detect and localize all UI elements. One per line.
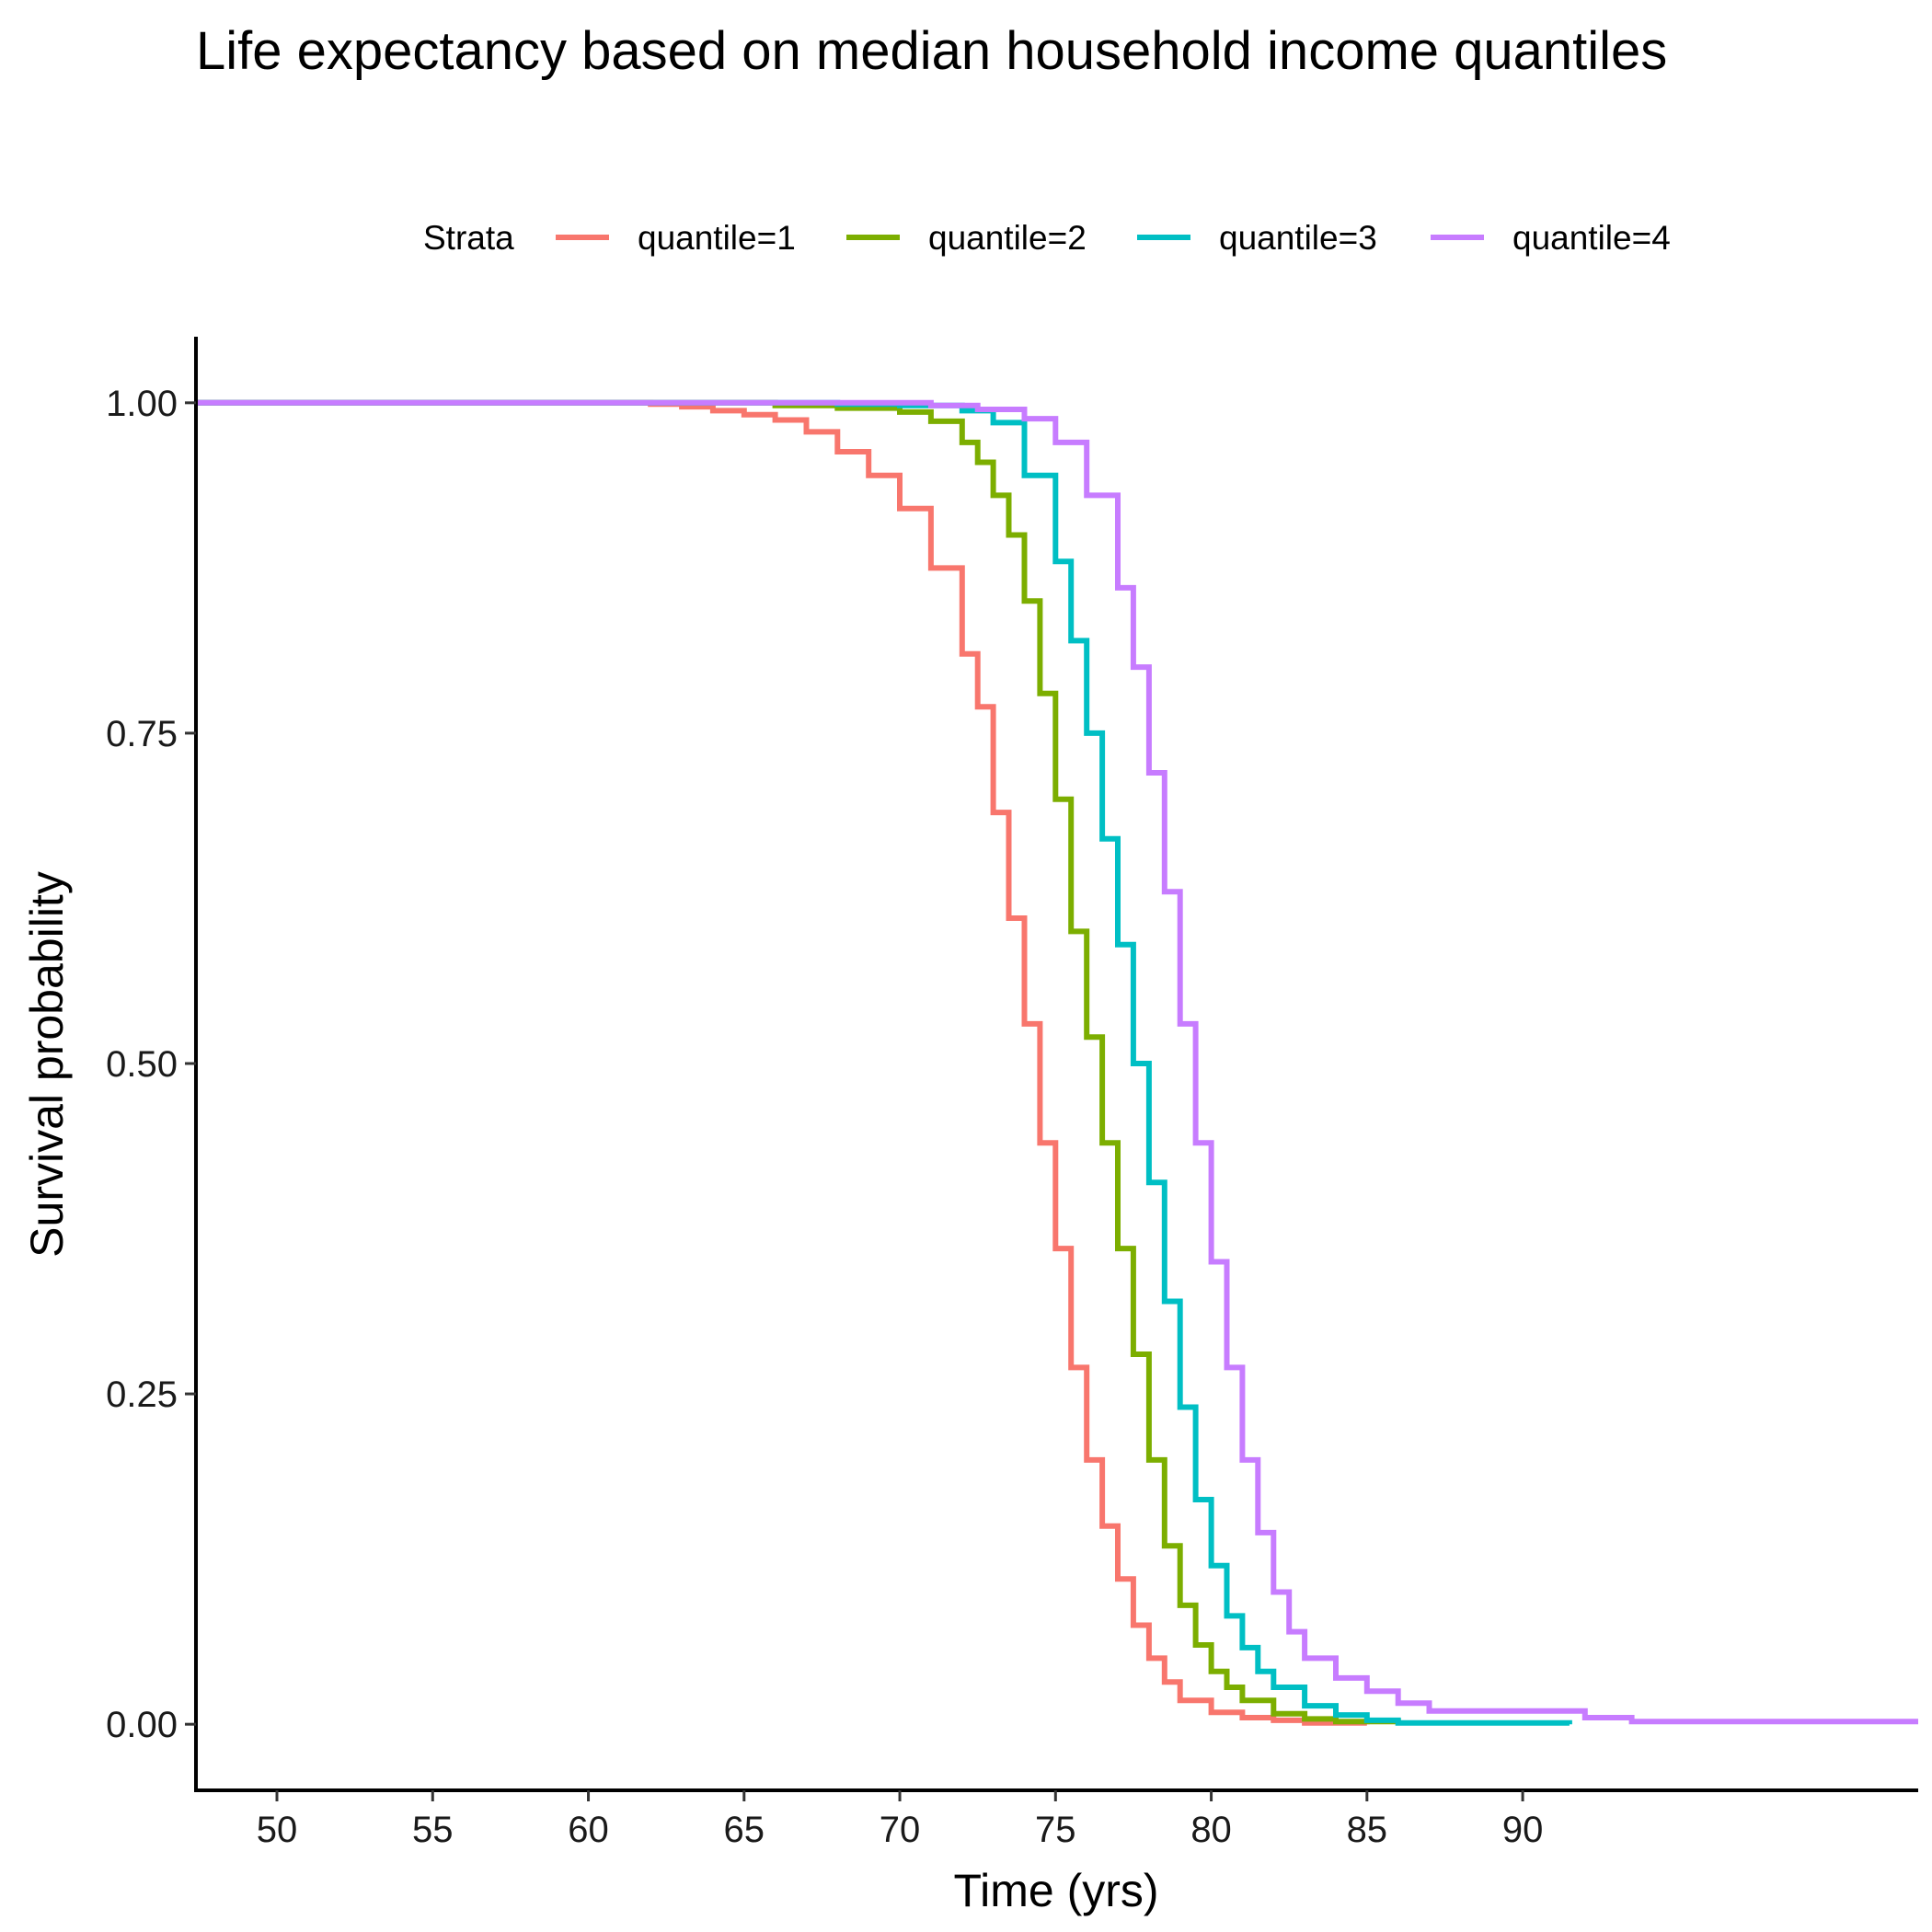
- chart-title: Life expectancy based on median househol…: [196, 21, 1668, 81]
- legend: Strata quantile=1 quantile=2 quantile=3 quan…: [423, 219, 1671, 257]
- y-tick-label: 0.75: [106, 714, 178, 754]
- legend-label-quantile-1: quantile=1: [638, 219, 796, 257]
- plot-lines: [196, 399, 1918, 1726]
- legend-label-quantile-4: quantile=4: [1512, 219, 1671, 257]
- series-line-quantile-3: [196, 399, 1572, 1726]
- x-axis-title: Time (yrs): [953, 1865, 1158, 1916]
- x-tick-label: 75: [1035, 1810, 1076, 1850]
- ticks: 50 55 60 65 70 75 80 85 90 0.00 0.25 0.50 0.75 1.00: [106, 384, 1543, 1850]
- legend-label-quantile-2: quantile=2: [928, 219, 1087, 257]
- y-tick-label: 0.50: [106, 1044, 178, 1085]
- y-tick-label: 1.00: [106, 384, 178, 424]
- y-axis-title: Survival probability: [21, 871, 73, 1258]
- x-tick-label: 50: [257, 1810, 298, 1850]
- legend-title: Strata: [423, 219, 514, 257]
- y-tick-label: 0.25: [106, 1374, 178, 1415]
- y-tick-label: 0.00: [106, 1705, 178, 1745]
- x-tick-label: 90: [1502, 1810, 1544, 1850]
- series-line-quantile-4: [196, 399, 1918, 1725]
- x-tick-label: 70: [880, 1810, 921, 1850]
- legend-label-quantile-3: quantile=3: [1219, 219, 1377, 257]
- x-tick-label: 65: [724, 1810, 765, 1850]
- series-line-quantile-1: [196, 399, 1370, 1726]
- x-tick-label: 60: [568, 1810, 609, 1850]
- x-tick-label: 55: [412, 1810, 454, 1850]
- series-line-quantile-2: [196, 399, 1401, 1725]
- x-tick-label: 85: [1347, 1810, 1388, 1850]
- x-tick-label: 80: [1190, 1810, 1232, 1850]
